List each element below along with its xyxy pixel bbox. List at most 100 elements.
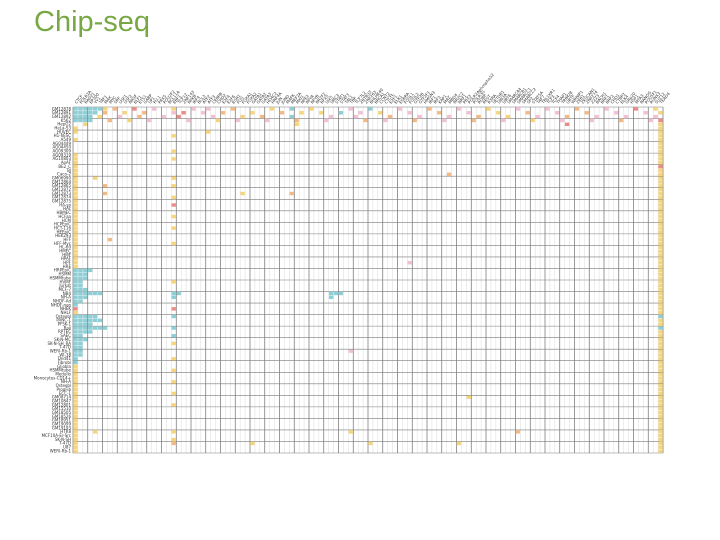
matrix-cell (658, 334, 663, 338)
matrix-cell (73, 241, 78, 246)
column-label: ELF1 (132, 94, 142, 105)
matrix-cell (73, 360, 78, 365)
matrix-grid (72, 106, 664, 454)
column-label: SMC3 (329, 92, 340, 104)
row-label: AoAF (61, 160, 72, 165)
matrix-cell (88, 322, 93, 326)
matrix-cell (73, 137, 78, 142)
column-label: PAX5 (157, 93, 168, 104)
matrix-cell (73, 253, 78, 257)
matrix-cell (78, 111, 83, 115)
row-label: HA-sp (59, 202, 71, 207)
matrix-cell (658, 153, 663, 157)
column-label: MAFK (285, 93, 296, 105)
row-label: AG10803 (53, 156, 72, 161)
row-label: GM18951 (52, 418, 72, 423)
row-label: HBMEC (56, 210, 71, 215)
matrix-cell (171, 184, 176, 188)
matrix-cell (658, 268, 663, 273)
matrix-cell (73, 426, 78, 430)
matrix-cell (73, 172, 78, 176)
column-label: STAT3 (339, 92, 351, 105)
matrix-cell (658, 276, 663, 280)
matrix-cell (97, 291, 103, 296)
matrix-cell (78, 284, 83, 288)
matrix-cell (623, 114, 629, 119)
column-label: MXI1 (295, 93, 305, 104)
matrix-cell (496, 111, 501, 115)
matrix-cell (250, 441, 255, 446)
matrix-cell (658, 118, 663, 123)
matrix-cell (88, 330, 93, 334)
matrix-cell (73, 399, 78, 403)
matrix-cell (73, 214, 78, 219)
row-label: HPF (63, 260, 71, 265)
matrix-cell (383, 118, 388, 123)
matrix-cell (210, 114, 216, 119)
matrix-cell (73, 276, 78, 280)
row-label: HFF (63, 237, 71, 242)
column-label: USF2 (123, 93, 134, 104)
matrix-cell (107, 237, 113, 242)
matrix-cell (658, 430, 663, 434)
matrix-cell (73, 364, 78, 369)
matrix-cell (466, 395, 471, 399)
matrix-cell (73, 384, 78, 388)
matrix-cell (378, 111, 383, 115)
matrix-cell (658, 345, 663, 349)
matrix-cell (88, 318, 93, 323)
column-label: TCF4 (550, 94, 561, 106)
matrix-cell (73, 433, 78, 438)
row-label: GM12801 (52, 402, 72, 407)
matrix-cell (658, 414, 663, 419)
matrix-cell (643, 111, 648, 115)
row-label: PFSK-1 (58, 322, 72, 327)
matrix-cell (658, 418, 663, 423)
matrix-cell (92, 430, 98, 434)
matrix-cell (658, 111, 663, 115)
row-label: HFF-Myc (54, 241, 71, 246)
matrix-cell (658, 364, 663, 369)
row-label: HEK293 (55, 233, 71, 238)
matrix-cell (289, 114, 294, 119)
matrix-cell (658, 149, 663, 153)
matrix-cell (73, 280, 78, 284)
row-label: BE2_C (58, 164, 71, 169)
matrix-cell (658, 287, 663, 292)
row-label: HCFaa (58, 214, 71, 219)
row-label: AG04450 (53, 145, 72, 150)
matrix-cell (73, 249, 78, 253)
matrix-cell (456, 107, 462, 111)
matrix-cell (132, 107, 137, 111)
matrix-cell (368, 441, 373, 446)
row-label: AG09319 (53, 152, 72, 157)
matrix-cell (73, 161, 78, 165)
matrix-cell (658, 322, 663, 326)
matrix-cell (73, 184, 78, 188)
matrix-cell (658, 172, 663, 176)
matrix-cell (171, 430, 176, 434)
row-label: K562 (61, 118, 72, 123)
matrix-cell (73, 168, 78, 173)
matrix-cell (78, 276, 83, 280)
matrix-cell (73, 237, 78, 242)
matrix-cell (658, 326, 663, 330)
matrix-cell (73, 226, 78, 230)
matrix-cell (88, 326, 93, 330)
matrix-cell (171, 307, 176, 311)
matrix-cell (171, 195, 176, 200)
row-label: GM12864 (52, 179, 72, 184)
row-label: SK-N-SH_RA (47, 341, 71, 346)
matrix-cell (73, 310, 78, 315)
row-label: HCPEpiC (54, 222, 71, 227)
matrix-cell (83, 276, 88, 280)
matrix-cell (73, 418, 78, 423)
matrix-cell (73, 176, 78, 180)
matrix-cell (658, 164, 663, 169)
matrix-cell (269, 107, 275, 111)
matrix-cell (88, 118, 93, 123)
column-label: MAX (103, 94, 113, 104)
matrix-cell (78, 314, 83, 319)
matrix-cell (73, 130, 78, 134)
matrix-cell (176, 291, 181, 296)
